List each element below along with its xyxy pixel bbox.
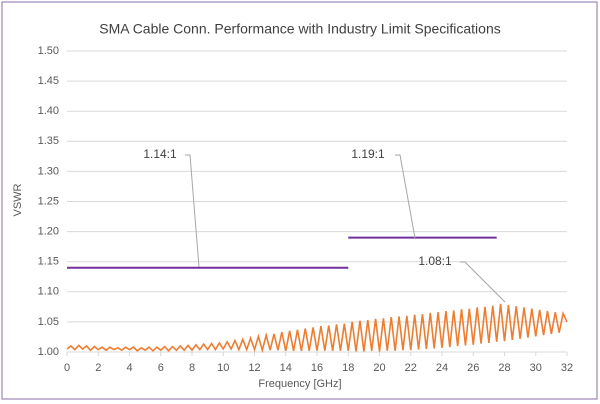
annotation: 1.19:1 bbox=[351, 147, 385, 161]
x-tick-label: 22 bbox=[405, 362, 417, 374]
x-tick-label: 4 bbox=[126, 362, 132, 374]
x-tick-label: 28 bbox=[498, 362, 510, 374]
y-tick-label: 1.20 bbox=[38, 226, 59, 238]
y-tick-label: 1.00 bbox=[38, 346, 59, 358]
x-tick-label: 18 bbox=[342, 362, 354, 374]
y-tick-label: 1.45 bbox=[38, 75, 59, 87]
y-tick-label: 1.10 bbox=[38, 286, 59, 298]
annotation: 1.08:1 bbox=[418, 254, 452, 268]
annotation-leader bbox=[185, 154, 200, 268]
annotation-leader bbox=[460, 261, 506, 303]
annotation: 1.14:1 bbox=[143, 147, 177, 161]
y-tick-label: 1.25 bbox=[38, 195, 59, 207]
x-tick-label: 16 bbox=[311, 362, 323, 374]
y-axis-label: VSWR bbox=[12, 183, 24, 216]
y-tick-label: 1.30 bbox=[38, 165, 59, 177]
x-tick-label: 14 bbox=[280, 362, 292, 374]
x-tick-label: 0 bbox=[64, 362, 70, 374]
x-tick-label: 24 bbox=[436, 362, 448, 374]
x-axis-label: Frequency [GHz] bbox=[258, 378, 341, 390]
x-tick-label: 30 bbox=[530, 362, 542, 374]
chart-title: SMA Cable Conn. Performance with Industr… bbox=[99, 21, 501, 37]
vswr-line bbox=[66, 303, 568, 354]
x-tick-label: 20 bbox=[373, 362, 385, 374]
y-tick-label: 1.40 bbox=[38, 105, 59, 117]
x-tick-label: 2 bbox=[95, 362, 101, 374]
x-tick-label: 10 bbox=[217, 362, 229, 374]
annotation-leader bbox=[395, 154, 416, 239]
x-tick-label: 6 bbox=[158, 362, 164, 374]
x-tick-label: 8 bbox=[189, 362, 195, 374]
x-tick-label: 26 bbox=[467, 362, 479, 374]
x-tick-label: 12 bbox=[248, 362, 260, 374]
y-tick-label: 1.05 bbox=[38, 316, 59, 328]
y-tick-label: 1.15 bbox=[38, 256, 59, 268]
y-tick-label: 1.35 bbox=[38, 135, 59, 147]
y-tick-label: 1.50 bbox=[38, 45, 59, 57]
x-tick-label: 32 bbox=[561, 362, 573, 374]
